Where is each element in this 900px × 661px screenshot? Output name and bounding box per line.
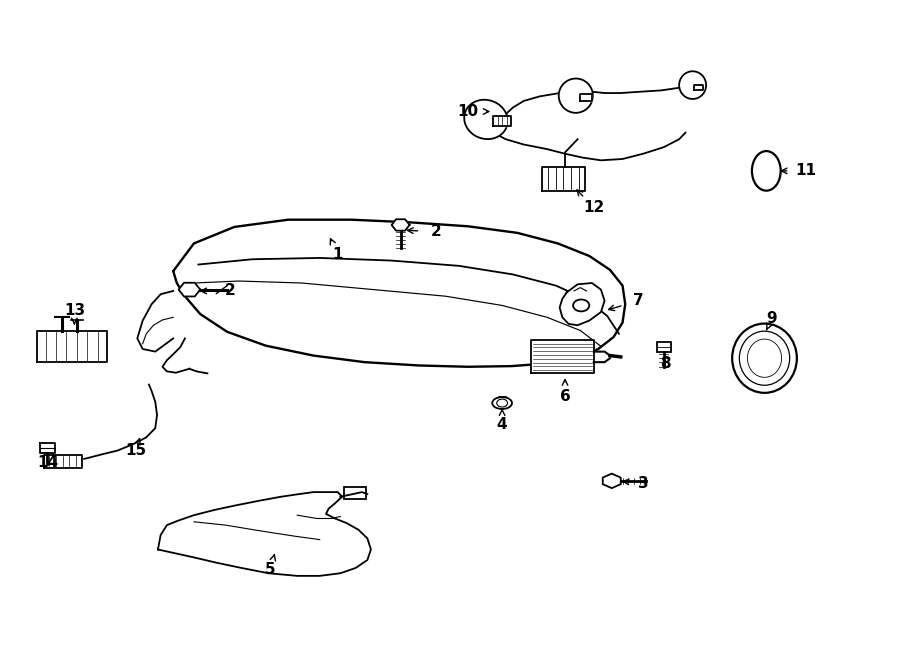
Polygon shape — [657, 342, 671, 352]
Polygon shape — [392, 219, 410, 231]
Text: 11: 11 — [796, 163, 816, 178]
Ellipse shape — [733, 324, 796, 393]
Polygon shape — [580, 95, 592, 101]
Text: 15: 15 — [125, 443, 146, 458]
Polygon shape — [560, 283, 605, 325]
Text: 14: 14 — [37, 455, 58, 470]
Polygon shape — [603, 474, 621, 488]
Text: 7: 7 — [634, 293, 644, 308]
Polygon shape — [40, 443, 55, 453]
Polygon shape — [178, 283, 200, 297]
Text: 5: 5 — [265, 562, 275, 577]
Text: 6: 6 — [560, 389, 571, 404]
Polygon shape — [695, 85, 704, 91]
Text: 10: 10 — [457, 104, 479, 119]
Ellipse shape — [559, 79, 593, 113]
Ellipse shape — [464, 100, 508, 139]
Polygon shape — [531, 340, 594, 373]
Text: 1: 1 — [332, 247, 343, 262]
Polygon shape — [37, 330, 107, 362]
Text: 4: 4 — [497, 416, 508, 432]
Text: 13: 13 — [64, 303, 85, 318]
Polygon shape — [542, 167, 585, 190]
Text: 8: 8 — [661, 356, 671, 371]
Text: 9: 9 — [767, 311, 777, 326]
Text: 2: 2 — [224, 284, 235, 298]
Ellipse shape — [680, 71, 706, 99]
Polygon shape — [44, 455, 82, 468]
Polygon shape — [493, 116, 511, 126]
Text: 12: 12 — [583, 200, 605, 215]
Text: 2: 2 — [431, 224, 442, 239]
Text: 3: 3 — [638, 476, 649, 491]
Ellipse shape — [752, 151, 780, 190]
